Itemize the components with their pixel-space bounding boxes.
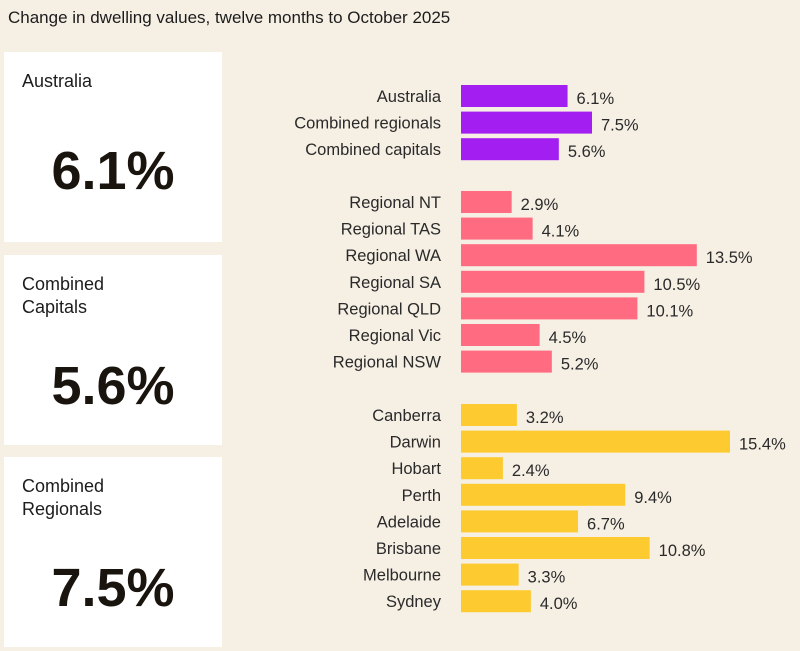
category-label: Darwin xyxy=(390,434,441,452)
value-label: 10.5% xyxy=(653,276,700,294)
bar xyxy=(461,404,517,426)
value-label: 4.0% xyxy=(540,595,578,613)
value-label: 2.9% xyxy=(521,196,559,214)
summary-card-combined-regionals: Combined Regionals 7.5% xyxy=(4,457,222,647)
value-label: 10.1% xyxy=(646,302,693,320)
value-label: 4.5% xyxy=(549,329,587,347)
card-label: Australia xyxy=(22,71,93,91)
category-label: Sydney xyxy=(386,593,442,611)
value-label: 3.2% xyxy=(526,409,564,427)
category-label: Regional NSW xyxy=(333,354,442,372)
category-label: Regional NT xyxy=(349,194,441,212)
value-label: 5.6% xyxy=(568,143,606,161)
bar xyxy=(461,430,730,453)
value-label: 13.5% xyxy=(706,249,753,267)
bar xyxy=(461,85,568,107)
bar xyxy=(461,483,626,506)
value-label: 6.7% xyxy=(587,515,625,533)
card-label: Combined Regionals xyxy=(22,476,105,519)
bar xyxy=(461,457,503,480)
chart-title: Change in dwelling values, twelve months… xyxy=(8,8,451,27)
bar xyxy=(461,350,552,373)
bar xyxy=(461,563,519,586)
category-label: Hobart xyxy=(391,460,441,478)
bar xyxy=(461,244,697,267)
bar xyxy=(461,324,540,346)
category-label: Regional WA xyxy=(345,247,441,265)
card-value: 7.5% xyxy=(51,558,175,618)
category-label: Regional SA xyxy=(349,274,441,292)
bar xyxy=(461,111,593,134)
bar xyxy=(461,537,650,559)
value-label: 10.8% xyxy=(659,542,706,560)
value-label: 5.2% xyxy=(561,356,599,374)
card-value: 6.1% xyxy=(51,141,175,201)
category-label: Brisbane xyxy=(376,540,441,558)
category-label: Combined capitals xyxy=(305,141,441,159)
card-value: 5.6% xyxy=(51,356,175,416)
bar xyxy=(461,297,638,320)
category-label: Adelaide xyxy=(377,513,441,531)
category-label: Regional TAS xyxy=(341,221,441,239)
value-label: 2.4% xyxy=(512,462,550,480)
value-label: 6.1% xyxy=(577,90,615,108)
value-label: 15.4% xyxy=(739,436,786,454)
value-label: 3.3% xyxy=(528,569,566,587)
value-label: 4.1% xyxy=(542,223,580,241)
bar xyxy=(461,191,512,213)
category-label: Combined regionals xyxy=(294,115,441,133)
summary-card-combined-capitals: Combined Capitals 5.6% xyxy=(4,255,222,445)
category-label: Regional Vic xyxy=(349,327,441,345)
bar xyxy=(461,138,559,161)
category-label: Perth xyxy=(402,487,441,505)
bar xyxy=(461,270,645,293)
category-label: Regional QLD xyxy=(337,300,441,318)
value-label: 9.4% xyxy=(634,489,672,507)
bar xyxy=(461,510,579,533)
summary-card-australia: Australia 6.1% xyxy=(4,52,222,242)
bar xyxy=(461,217,533,240)
category-label: Canberra xyxy=(372,407,442,425)
value-label: 7.5% xyxy=(601,117,639,135)
bar xyxy=(461,590,531,613)
category-label: Australia xyxy=(377,88,442,106)
card-label: Combined Capitals xyxy=(22,274,105,317)
category-label: Melbourne xyxy=(363,567,441,585)
